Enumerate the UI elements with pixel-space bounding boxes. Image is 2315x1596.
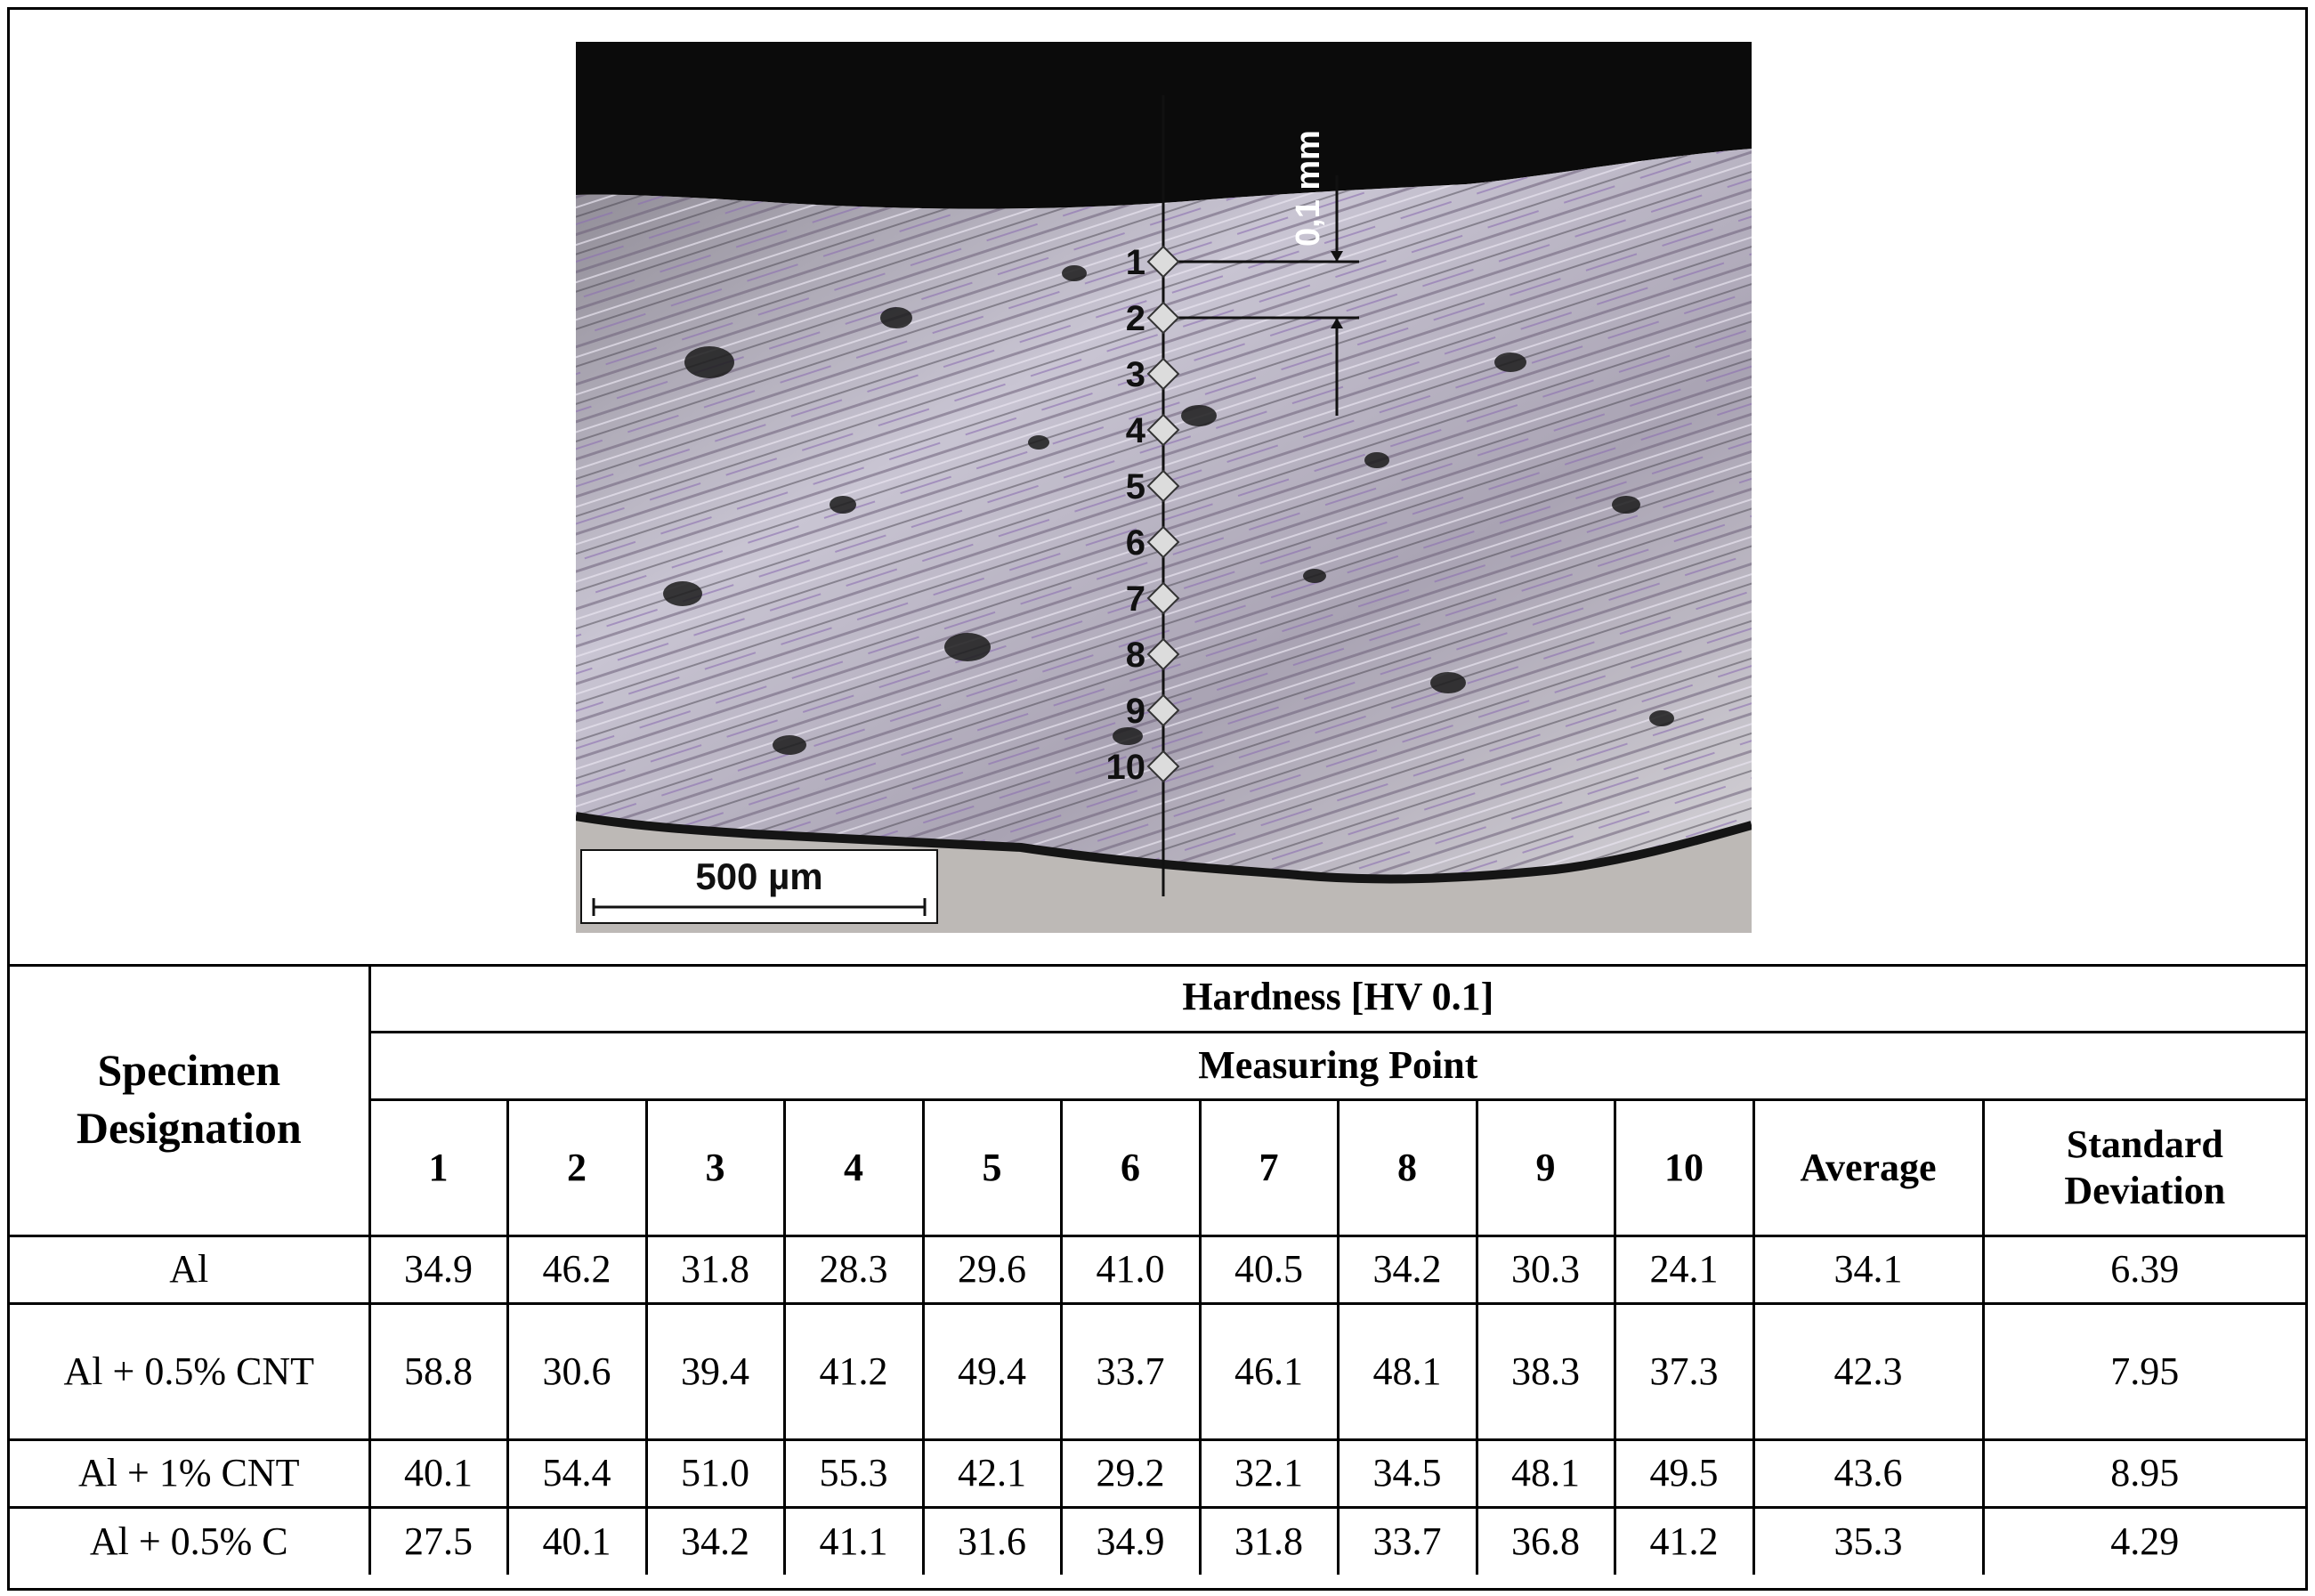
micrograph-svg: 0,1 mm 1 2 3 4 [576, 42, 1752, 933]
scale-bar: 500 µm [580, 849, 938, 924]
value-cell: 34.9 [368, 1234, 509, 1305]
std-dev-cell: 4.29 [1981, 1505, 2306, 1575]
column-header: 8 [1336, 1098, 1478, 1237]
value-cell: 49.5 [1613, 1438, 1755, 1509]
value-cell: 40.1 [368, 1438, 509, 1509]
table-row: Al + 0.5% C 27.5 40.1 34.2 41.1 31.6 34.… [10, 1505, 2306, 1575]
value-cell: 46.1 [1198, 1301, 1340, 1441]
std-dev-cell: 6.39 [1981, 1234, 2306, 1305]
indent-label: 4 [1126, 411, 1146, 450]
value-cell: 33.7 [1059, 1301, 1202, 1441]
value-cell: 31.8 [1198, 1505, 1340, 1575]
subgroup-header-measuring-point: Measuring Point [369, 1030, 2306, 1101]
column-header: 5 [921, 1098, 1063, 1237]
row-header-specimen: Specimen Designation [10, 964, 371, 1237]
indent-label: 2 [1126, 299, 1145, 338]
indent-label: 6 [1126, 523, 1145, 563]
value-cell: 41.2 [1613, 1505, 1755, 1575]
indent-label: 5 [1126, 467, 1145, 506]
value-cell: 58.8 [368, 1301, 509, 1441]
column-header: 2 [506, 1098, 648, 1237]
indent-label: 1 [1126, 243, 1145, 282]
table-row: Al + 1% CNT 40.1 54.4 51.0 55.3 42.1 29.… [10, 1438, 2306, 1509]
value-cell: 40.5 [1198, 1234, 1340, 1305]
spacing-label: 0,1 mm [1290, 130, 1327, 247]
column-header: 9 [1475, 1098, 1616, 1237]
value-cell: 31.6 [921, 1505, 1063, 1575]
column-header-average: Average [1752, 1098, 1985, 1237]
average-cell: 42.3 [1752, 1301, 1985, 1441]
value-cell: 40.1 [506, 1505, 648, 1575]
hardness-table-wrap: Specimen Designation Hardness [HV 0.1] M… [10, 964, 2306, 1575]
value-cell: 27.5 [368, 1505, 509, 1575]
average-cell: 35.3 [1752, 1505, 1985, 1575]
value-cell: 29.6 [921, 1234, 1063, 1305]
indent-label: 7 [1126, 579, 1145, 619]
column-header-standard-deviation: Standard Deviation [1981, 1098, 2306, 1237]
value-cell: 39.4 [644, 1301, 786, 1441]
column-header: 1 [369, 1098, 509, 1237]
table-row: Al 34.9 46.2 31.8 28.3 29.6 41.0 40.5 34… [10, 1234, 2306, 1305]
value-cell: 54.4 [506, 1438, 648, 1509]
group-header-hardness: Hardness [HV 0.1] [368, 964, 2306, 1033]
column-header: 4 [782, 1098, 925, 1237]
value-cell: 48.1 [1336, 1301, 1478, 1441]
scale-bar-label: 500 µm [695, 855, 822, 897]
value-cell: 31.8 [644, 1234, 786, 1305]
value-cell: 41.2 [782, 1301, 925, 1441]
indent-label: 3 [1126, 355, 1145, 394]
specimen-cell: Al + 1% CNT [10, 1438, 371, 1509]
value-cell: 28.3 [782, 1234, 925, 1305]
value-cell: 48.1 [1475, 1438, 1616, 1509]
value-cell: 30.3 [1475, 1234, 1616, 1305]
specimen-cell: Al + 0.5% C [10, 1505, 371, 1575]
value-cell: 41.0 [1059, 1234, 1202, 1305]
std-dev-cell: 8.95 [1981, 1438, 2306, 1509]
value-cell: 37.3 [1613, 1301, 1755, 1441]
value-cell: 30.6 [506, 1301, 648, 1441]
column-header: 3 [644, 1098, 786, 1237]
value-cell: 32.1 [1198, 1438, 1340, 1509]
value-cell: 38.3 [1475, 1301, 1616, 1441]
figure-table-frame: 0,1 mm 1 2 3 4 [7, 7, 2308, 1591]
average-cell: 43.6 [1752, 1438, 1985, 1509]
value-cell: 49.4 [921, 1301, 1063, 1441]
value-cell: 36.8 [1475, 1505, 1616, 1575]
specimen-cell: Al + 0.5% CNT [10, 1301, 371, 1441]
std-dev-cell: 7.95 [1981, 1301, 2306, 1441]
value-cell: 34.9 [1059, 1505, 1202, 1575]
average-cell: 34.1 [1752, 1234, 1985, 1305]
figure-cell: 0,1 mm 1 2 3 4 [10, 10, 2305, 967]
value-cell: 41.1 [782, 1505, 925, 1575]
indent-label: 9 [1126, 692, 1145, 731]
specimen-cell: Al [10, 1234, 371, 1305]
value-cell: 34.5 [1336, 1438, 1478, 1509]
value-cell: 29.2 [1059, 1438, 1202, 1509]
value-cell: 24.1 [1613, 1234, 1755, 1305]
indent-label: 10 [1106, 748, 1146, 787]
indent-label: 8 [1126, 636, 1145, 675]
column-header: 6 [1059, 1098, 1202, 1237]
column-header: 7 [1198, 1098, 1340, 1237]
hardness-table: Specimen Designation Hardness [HV 0.1] M… [10, 964, 2306, 1575]
value-cell: 33.7 [1336, 1505, 1478, 1575]
table-row: Al + 0.5% CNT 58.8 30.6 39.4 41.2 49.4 3… [10, 1301, 2306, 1441]
indent-markers [1146, 245, 1180, 783]
value-cell: 34.2 [1336, 1234, 1478, 1305]
value-cell: 46.2 [506, 1234, 648, 1305]
value-cell: 55.3 [782, 1438, 925, 1509]
value-cell: 34.2 [644, 1505, 786, 1575]
micrograph-image: 0,1 mm 1 2 3 4 [576, 42, 1752, 933]
value-cell: 51.0 [644, 1438, 786, 1509]
column-header: 10 [1613, 1098, 1755, 1237]
value-cell: 42.1 [921, 1438, 1063, 1509]
